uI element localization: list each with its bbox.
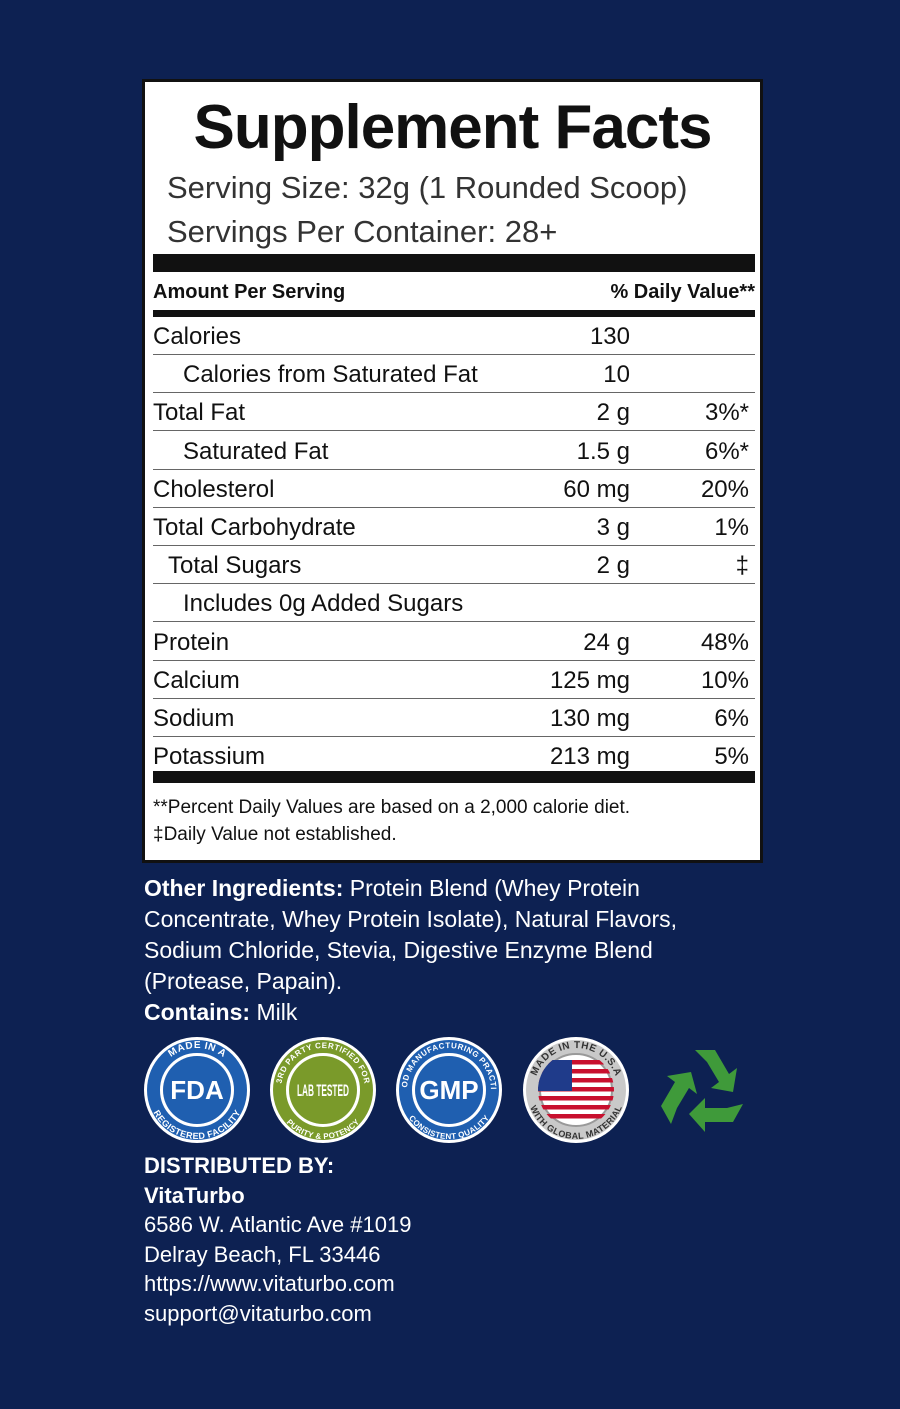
distributor-name: VitaTurbo xyxy=(144,1182,245,1208)
nutrient-amount: 130 xyxy=(589,323,630,350)
nutrient-amount: 60 mg xyxy=(563,475,630,503)
contains-text: Milk xyxy=(256,999,298,1025)
nutrient-name: Cholesterol xyxy=(153,475,275,503)
nutrient-name: Sodium xyxy=(153,705,235,732)
thick-rule xyxy=(153,254,755,272)
distributor: DISTRIBUTED BY: VitaTurbo 6586 W. Atlant… xyxy=(144,1151,411,1328)
facts-row: Cholesterol 60 mg 20% xyxy=(153,470,755,508)
nutrient-amount: 125 mg xyxy=(549,666,630,694)
nutrient-name: Calories xyxy=(153,323,242,350)
nutrient-name: Calcium xyxy=(153,666,240,694)
facts-row: Includes 0g Added Sugars xyxy=(153,584,755,623)
nutrient-name: Saturated Fat xyxy=(183,437,329,465)
facts-row: Calcium 125 mg 10% xyxy=(153,661,755,699)
nutrient-name: Total Sugars xyxy=(168,552,302,580)
distributor-heading: DISTRIBUTED BY: xyxy=(144,1153,335,1178)
daily-value: 6%* xyxy=(704,437,749,465)
daily-value: 6% xyxy=(714,705,749,732)
facts-row: Calories from Saturated Fat 10 xyxy=(153,355,755,394)
flag-stripe xyxy=(538,1060,614,1065)
nutrient-amount: 1.5 g xyxy=(576,437,630,465)
contains-label: Contains: xyxy=(144,999,251,1025)
daily-value: 48% xyxy=(700,628,749,656)
footnote: ‡Daily Value not established. xyxy=(153,824,397,845)
amount-header: Amount Per Serving xyxy=(153,281,346,303)
nutrient-name: Includes 0g Added Sugars xyxy=(183,590,464,618)
flag-stripe xyxy=(538,1096,614,1101)
nutrient-amount: 2 g xyxy=(596,552,630,580)
daily-value: 20% xyxy=(700,475,749,503)
address-line: 6586 W. Atlantic Ave #1019 xyxy=(144,1212,412,1237)
daily-value: 1% xyxy=(714,514,749,541)
facts-row: Protein 24 g 48% xyxy=(153,623,755,661)
nutrient-amount: 130 mg xyxy=(549,705,630,732)
facts-row: Total Sugars 2 g ‡ xyxy=(153,546,755,585)
daily-value: 10% xyxy=(700,666,749,694)
nutrient-amount: 213 mg xyxy=(549,743,630,771)
facts-row: Potassium 213 mg 5% xyxy=(153,737,755,774)
nutrient-name: Calories from Saturated Fat xyxy=(183,361,478,389)
badge: GOOD MANUFACTURING PRACTICECONSISTENT QU… xyxy=(396,1037,502,1143)
flag-stripe xyxy=(538,1105,614,1110)
dv-header: % Daily Value** xyxy=(610,281,755,303)
badge-main-text: LAB TESTED xyxy=(297,1081,349,1100)
daily-value: ‡ xyxy=(735,552,749,580)
email: support@vitaturbo.com xyxy=(144,1300,372,1326)
nutrient-name: Total Fat xyxy=(153,399,246,427)
nutrient-name: Total Carbohydrate xyxy=(153,514,356,541)
badge-center xyxy=(163,1056,231,1124)
recycle-icon xyxy=(661,1050,743,1132)
flag-stripe xyxy=(538,1078,614,1083)
facts-row: Sodium 130 mg 6% xyxy=(153,699,755,737)
facts-row: Total Carbohydrate 3 g 1% xyxy=(153,508,755,546)
badge-center xyxy=(289,1056,357,1124)
flag-stripe xyxy=(538,1114,614,1119)
ingredients-text: Protein Blend (Whey Protein Concentrate,… xyxy=(144,875,678,994)
thick-rule xyxy=(153,771,755,783)
footnote: **Percent Daily Values are based on a 2,… xyxy=(153,797,631,818)
nutrient-name: Potassium xyxy=(153,743,266,771)
servings-per-container: Servings Per Container: 28+ xyxy=(167,214,558,249)
badge-center xyxy=(415,1056,483,1124)
website: https://www.vitaturbo.com xyxy=(144,1271,395,1296)
facts-panel: Supplement Facts Serving Size: 32g (1 Ro… xyxy=(142,79,763,863)
ingredients-label: Other Ingredients: xyxy=(144,875,344,901)
facts-row: Saturated Fat 1.5 g 6%* xyxy=(153,432,755,470)
nutrient-name: Protein xyxy=(153,628,230,656)
nutrient-amount: 24 g xyxy=(583,628,630,656)
nutrient-amount: 3 g xyxy=(596,514,630,541)
nutrient-amount: 2 g xyxy=(596,399,630,427)
serving-size: Serving Size: 32g (1 Rounded Scoop) xyxy=(167,170,688,205)
address-line: Delray Beach, FL 33446 xyxy=(144,1241,381,1267)
badge-main-text: FDA xyxy=(170,1075,224,1105)
daily-value: 3%* xyxy=(704,399,749,427)
flag-stripe xyxy=(538,1087,614,1092)
medium-rule xyxy=(153,310,755,317)
facts-row: Total Fat 2 g 3%* xyxy=(153,393,755,432)
nutrient-amount: 10 xyxy=(603,361,630,389)
ingredients: Other Ingredients: Protein Blend (Whey P… xyxy=(144,873,744,1028)
flag-stripe xyxy=(538,1069,614,1074)
daily-value: 5% xyxy=(714,743,749,771)
title: Supplement Facts xyxy=(193,93,713,162)
facts-row: Calories 130 xyxy=(153,317,755,355)
badge-main-text: GMP xyxy=(419,1075,478,1105)
